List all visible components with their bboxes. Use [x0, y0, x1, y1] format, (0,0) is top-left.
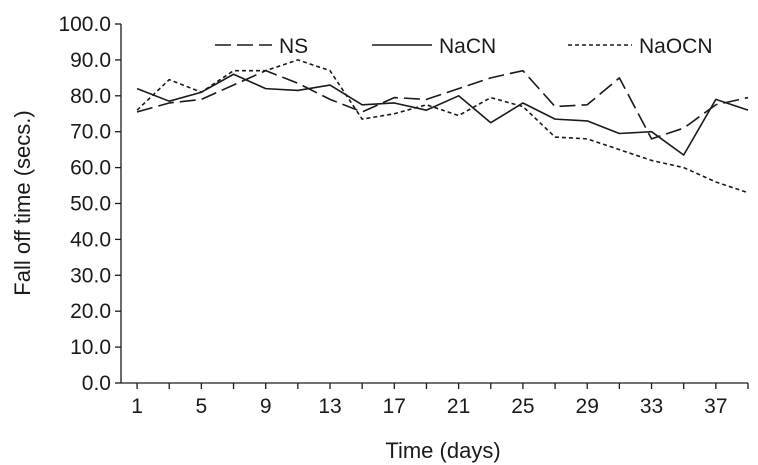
x-tick-label: 1: [131, 395, 143, 418]
legend: NS NaCN NaOCN: [215, 35, 713, 58]
y-tick-label: 10.0: [70, 336, 111, 359]
x-tick-label: 5: [196, 395, 208, 418]
y-tick-label: 30.0: [70, 264, 111, 287]
y-tick-label: 50.0: [70, 193, 111, 216]
x-tick-label: 9: [260, 395, 272, 418]
y-tick-label: 80.0: [70, 85, 111, 108]
axes: [120, 24, 748, 384]
y-tick-label: 70.0: [70, 121, 111, 144]
x-tick-label: 25: [511, 395, 534, 418]
legend-label-ns: NS: [279, 35, 308, 58]
y-tick-label: 0.0: [82, 372, 111, 395]
x-tick-label: 21: [447, 395, 470, 418]
y-tick-label: 100.0: [58, 13, 111, 36]
x-tick-label: 17: [383, 395, 406, 418]
x-tick-label: 33: [640, 395, 663, 418]
x-tick-label: 29: [576, 395, 599, 418]
legend-label-nacn: NaCN: [439, 35, 496, 58]
legend-label-naocn: NaOCN: [639, 35, 713, 58]
y-tick-label: 90.0: [70, 49, 111, 72]
x-axis-ticks: 1 5 9 13 17 21 25 29 33 37: [131, 383, 749, 418]
x-tick-label: 13: [318, 395, 341, 418]
x-tick-label: 37: [704, 395, 727, 418]
y-tick-label: 60.0: [70, 157, 111, 180]
series-line-naocn: [136, 59, 749, 194]
series-line-nacn: [136, 73, 749, 156]
x-axis-title: Time (days): [385, 438, 500, 463]
y-tick-label: 40.0: [70, 228, 111, 251]
y-axis-title: Fall off time (secs.): [10, 110, 35, 295]
y-tick-label: 20.0: [70, 300, 111, 323]
series-layer: [136, 59, 749, 194]
series-line-ns: [136, 69, 749, 140]
y-axis-ticks: 0.0 10.0 20.0 30.0 40.0 50.0 60.0 70.0 80.0 90.0 1…: [58, 13, 121, 395]
